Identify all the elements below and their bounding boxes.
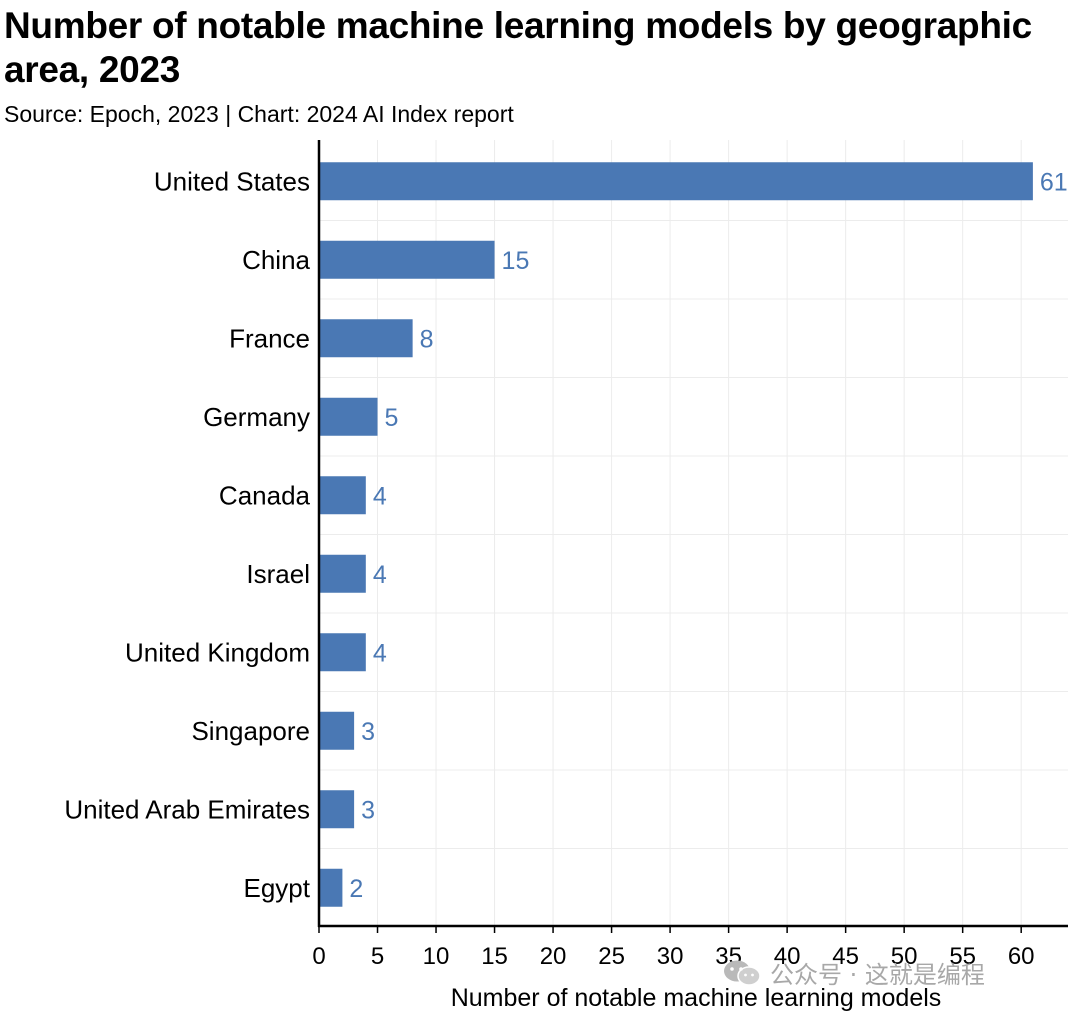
x-tick-label: 30 <box>657 943 684 970</box>
bar <box>319 554 366 593</box>
bar <box>319 711 355 750</box>
data-label: 5 <box>385 404 399 432</box>
chart-title: Number of notable machine learning model… <box>4 5 1032 90</box>
watermark: 公众号 · 这就是编程 <box>722 955 985 990</box>
x-tick-label: 25 <box>598 943 625 970</box>
x-tick-label: 50 <box>891 943 918 970</box>
x-tick-label: 20 <box>540 943 567 970</box>
x-tick-label: 55 <box>949 943 976 970</box>
bar <box>319 162 1033 201</box>
y-tick-label: France <box>229 323 310 353</box>
axes: United States China France Germany Canada Isr… <box>64 140 1068 970</box>
y-tick-label: Singapore <box>191 716 310 746</box>
bar <box>319 397 378 436</box>
y-tick-label: United States <box>154 166 310 196</box>
y-tick-label: Egypt <box>244 873 311 903</box>
bar <box>319 868 343 907</box>
y-tick-label: Germany <box>203 402 310 432</box>
bar <box>319 319 413 358</box>
data-label: 3 <box>361 718 375 746</box>
y-tick-label: United Arab Emirates <box>64 794 310 824</box>
x-tick-label: 15 <box>481 943 508 970</box>
bar <box>319 476 366 515</box>
x-tick-label: 0 <box>312 943 325 970</box>
y-tick-label: China <box>242 245 310 275</box>
data-label: 4 <box>373 482 387 510</box>
bar <box>319 240 495 279</box>
watermark-text: 公众号 · 这就是编程 <box>770 961 985 989</box>
data-label: 8 <box>420 325 434 353</box>
wechat-icon <box>724 960 761 986</box>
y-tick-label: Canada <box>219 480 311 510</box>
x-tick-label: 40 <box>774 943 801 970</box>
x-tick-label: 45 <box>832 943 859 970</box>
data-label: 61 <box>1040 168 1068 196</box>
data-label: 3 <box>361 796 375 824</box>
data-label: 2 <box>349 875 363 903</box>
bars: 61 15 8 5 4 4 4 3 3 2 <box>319 162 1068 907</box>
bar <box>319 790 355 829</box>
data-label: 4 <box>373 639 387 667</box>
y-tick-label: United Kingdom <box>125 637 310 667</box>
data-label: 4 <box>373 561 387 589</box>
bar <box>319 633 366 672</box>
x-axis-title: Number of notable machine learning model… <box>451 984 942 1012</box>
x-tick-label: 5 <box>371 943 384 970</box>
chart-subtitle: Source: Epoch, 2023 | Chart: 2024 AI Ind… <box>4 101 514 127</box>
x-tick-label: 10 <box>423 943 450 970</box>
x-tick-label: 60 <box>1008 943 1035 970</box>
data-label: 15 <box>502 247 530 275</box>
y-tick-label: Israel <box>246 559 310 589</box>
